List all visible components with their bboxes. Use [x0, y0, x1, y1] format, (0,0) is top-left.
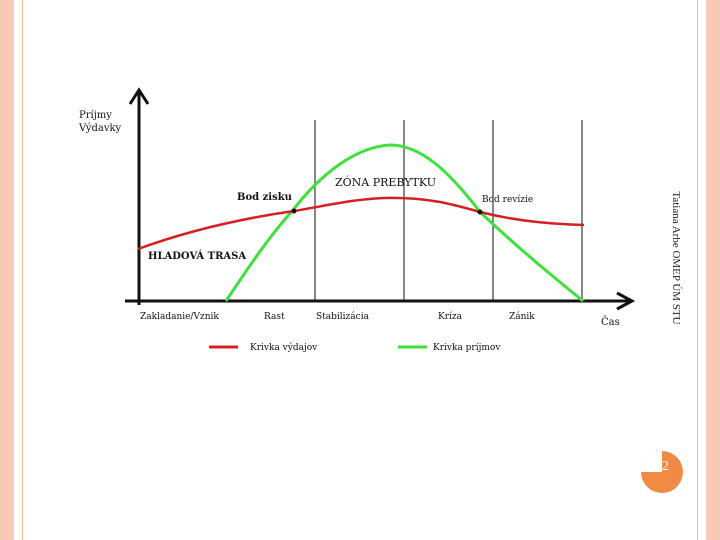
frame-band-right [706, 0, 720, 540]
phase-label: Zakladanie/Vznik [140, 312, 219, 322]
profit-point-label: Bod zisku [237, 192, 292, 203]
legend-label-expenses: Krivka výdajov [250, 342, 318, 353]
income-curve [224, 143, 584, 303]
x-axis-arrow [616, 291, 636, 311]
phase-label: Kríza [438, 311, 463, 322]
y-axis-arrow [128, 87, 150, 105]
page-number: 12 [655, 459, 669, 474]
footer-author: Tatiana Arbe OMEP ÚM STU [670, 191, 682, 325]
expense-curve [137, 196, 585, 251]
profit-point-marker [291, 208, 297, 214]
y-axis-label-1: Príjmy [79, 110, 112, 121]
y-axis-label-2: Výdavky [78, 123, 122, 134]
surplus-zone-label: ZÓNA PREBYTKU [335, 175, 436, 189]
revision-point-marker [477, 209, 483, 215]
frame-line-left [22, 0, 23, 540]
phase-label: Rast [264, 312, 285, 322]
x-axis-label: Čas [601, 316, 620, 328]
badge-cutout [641, 451, 662, 472]
page-number-badge: 12 [641, 451, 683, 493]
hunger-route-label: HLADOVÁ TRASA [148, 250, 246, 262]
legend-label-income: Krivka príjmov [433, 342, 501, 353]
phase-label: Stabilizácia [316, 311, 370, 322]
frame-line-right [697, 0, 698, 540]
frame-band-left [0, 0, 14, 540]
phase-label: Zánik [509, 311, 535, 322]
revision-point-label: Bod revízie [482, 194, 533, 205]
